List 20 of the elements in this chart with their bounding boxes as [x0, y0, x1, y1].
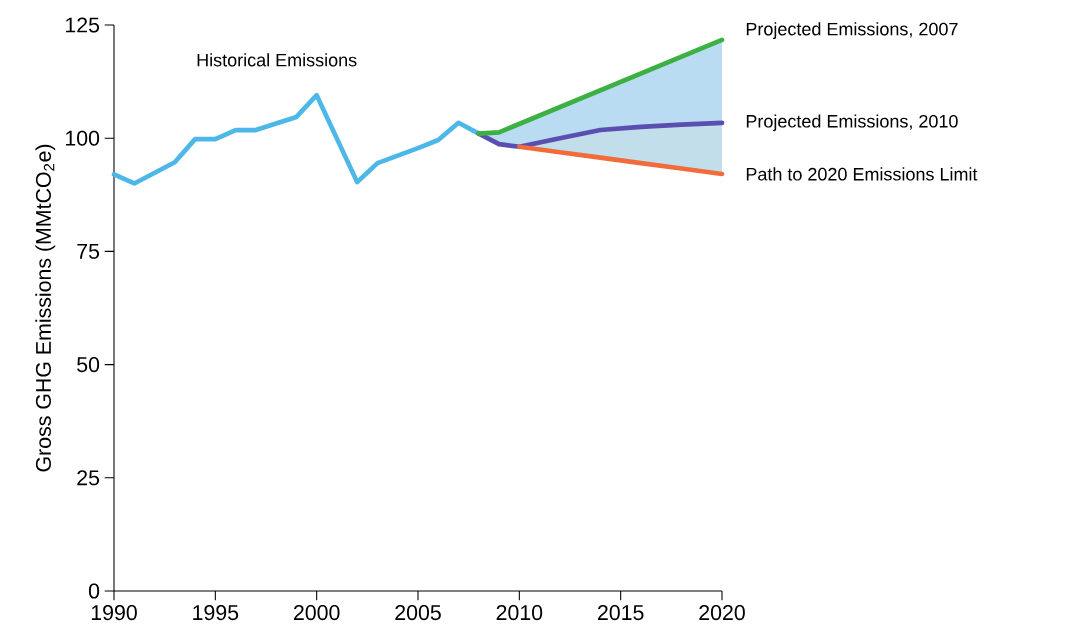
y-tick-label: 50 — [77, 357, 100, 373]
y-axis-title: Gross GHG Emissions (MMtCO$_{2}$e) — [35, 144, 56, 472]
y-tick-label: 125 — [66, 17, 100, 33]
x-tick-label: 2015 — [598, 605, 644, 621]
series-label: Path to 2020 Emissions Limit — [746, 167, 978, 181]
x-tick-label: 1995 — [193, 605, 239, 621]
x-tick-label: 2010 — [496, 605, 543, 621]
y-tick-label: 0 — [88, 583, 100, 599]
y-tick-label: 25 — [77, 470, 100, 486]
y-tick-label: 75 — [77, 243, 100, 259]
y-tick-label: 100 — [66, 130, 100, 146]
line-series — [476, 120, 725, 150]
text: Historical Emissions — [197, 53, 357, 67]
x-tick-label: 2020 — [699, 605, 745, 621]
series-label: Projected Emissions, 2010 — [746, 114, 958, 132]
x-tick-label: 1990 — [91, 605, 137, 621]
x-tick-label: 2005 — [395, 605, 441, 621]
x-tick-label: 2000 — [294, 605, 340, 621]
line-series — [517, 144, 725, 177]
series-label: Projected Emissions, 2007 — [746, 22, 958, 39]
